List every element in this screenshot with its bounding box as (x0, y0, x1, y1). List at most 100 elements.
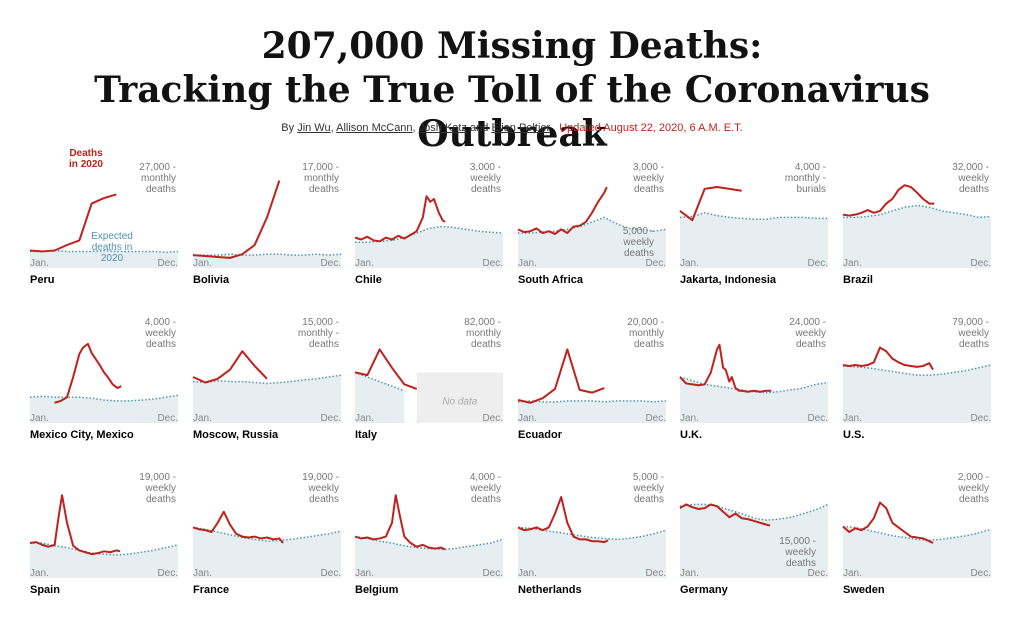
chart-panel: 4,000 - weekly deaths Jan. Dec. Mexico City, … (29, 313, 179, 443)
scale-label: deaths (959, 184, 989, 195)
scale-label: weekly (622, 237, 654, 248)
scale-label: monthly (466, 328, 501, 339)
scale-label: 15,000 - (302, 317, 339, 328)
expected-area (30, 395, 178, 423)
deaths-2020-annotation: Deaths (69, 148, 103, 159)
author-link[interactable]: Jin Wu (297, 122, 331, 134)
byline-separator: , (330, 122, 334, 134)
byline-separator: and (470, 122, 489, 134)
expected-area (355, 226, 503, 268)
axis-end-label: Dec. (320, 413, 341, 424)
scale-label: deaths (634, 184, 664, 195)
expected-line (192, 374, 342, 385)
axis-end-label: Dec. (807, 568, 828, 579)
chart-title: Sweden (843, 584, 885, 596)
scale-label: 3,000 - (470, 162, 501, 173)
page-title: 207,000 Missing Deaths: Tracking the Tru… (0, 24, 1024, 156)
scale-label: weekly (957, 483, 989, 494)
expected-area (355, 536, 503, 578)
expected-area (680, 377, 828, 423)
axis-end-label: Dec. (157, 258, 178, 269)
scale-label: deaths (471, 184, 501, 195)
axis-start-label: Jan. (193, 413, 212, 424)
scale-label: monthly - (298, 328, 339, 339)
deaths-2020-line (842, 501, 934, 544)
axis-end-label: Dec. (645, 568, 666, 579)
axis-start-label: Jan. (30, 568, 49, 579)
scale-label: 5,000 - (633, 472, 664, 483)
scale-label: 15,000 - (779, 536, 816, 547)
scale-label: 4,000 - (470, 472, 501, 483)
chart-panel: No data 82,000 - monthly deaths Jan. Dec. Ital… (354, 313, 503, 443)
scale-label: weekly (957, 328, 989, 339)
axis-start-label: Jan. (843, 258, 862, 269)
expected-line (843, 204, 992, 219)
chart-panel: 20,000 - monthly deaths Jan. Dec. Ecuador (517, 313, 667, 443)
chart-title: Brazil (843, 274, 873, 286)
scale-label: deaths (146, 339, 176, 350)
expected-area (193, 527, 341, 578)
axis-start-label: Jan. (193, 258, 212, 269)
scale-label: 32,000 - (952, 162, 989, 173)
chart-title: France (193, 584, 230, 596)
scale-label: deaths (786, 558, 816, 569)
scale-label: weekly (307, 483, 339, 494)
byline-prefix: By (281, 122, 295, 134)
author-link[interactable]: Allison McCann (336, 122, 413, 134)
chart-title: Germany (680, 584, 728, 596)
scale-label: weekly (144, 483, 176, 494)
scale-label: 79,000 - (952, 317, 989, 328)
expected-line (679, 212, 828, 220)
scale-label: 19,000 - (302, 472, 339, 483)
scale-label: deaths (146, 494, 176, 505)
chart-title: Bolivia (193, 274, 230, 286)
chart-panel: 4,000 - monthly - burials Jan. Dec. Jakarta, … (679, 158, 828, 288)
chart-panel: 3,000 - weekly deaths 5,000 - weekly deaths Ja… (517, 158, 667, 288)
scale-label: deaths (624, 248, 654, 259)
chart-title: U.S. (843, 429, 865, 441)
expected-deaths-annotation: Expected (91, 231, 133, 242)
author-link[interactable]: Josh Katz (418, 122, 467, 134)
chart-title: Jakarta, Indonesia (680, 274, 776, 286)
axis-start-label: Jan. (518, 568, 537, 579)
chart-title: Netherlands (518, 584, 582, 596)
axis-start-label: Jan. (355, 258, 374, 269)
axis-start-label: Jan. (30, 413, 49, 424)
chart-panel: 4,000 - weekly deaths Jan. Dec. Belgium (354, 468, 504, 598)
deaths-2020-line (192, 350, 268, 384)
chart-panel: 79,000 - weekly deaths Jan. Dec. U.S. (842, 313, 992, 443)
expected-area (518, 217, 666, 268)
expected-area (30, 250, 178, 268)
chart-panel: 19,000 - weekly deaths Jan. Dec. France (192, 468, 342, 598)
deaths-2020-line (354, 195, 446, 243)
chart-title: Mexico City, Mexico (30, 429, 134, 441)
deaths-2020-annotation: in 2020 (69, 159, 103, 170)
chart-panel: 24,000 - weekly deaths Jan. Dec. U.K. (679, 313, 829, 443)
no-data-region (416, 372, 503, 423)
axis-end-label: Dec. (645, 413, 666, 424)
axis-end-label: Dec. (157, 568, 178, 579)
axis-start-label: Jan. (843, 568, 862, 579)
expected-area (518, 527, 666, 578)
title-line-2: Tracking the True Toll of the Coronaviru… (94, 69, 930, 155)
deaths-2020-line (517, 186, 608, 235)
expected-area (680, 212, 828, 268)
chart-title: Italy (355, 429, 378, 441)
scale-label: deaths (959, 494, 989, 505)
axis-end-label: Dec. (320, 258, 341, 269)
chart-title: Chile (355, 274, 382, 286)
expected-line (29, 394, 179, 402)
scale-label: deaths (309, 339, 339, 350)
author-link[interactable]: Elian Peltier (491, 122, 551, 134)
axis-start-label: Jan. (355, 413, 374, 424)
scale-label: deaths (471, 494, 501, 505)
scale-label: 27,000 - (139, 162, 176, 173)
chart-panel: 19,000 - weekly deaths Jan. Dec. Spain (29, 468, 179, 598)
chart-svg: 4,000 -monthly -burials Jan. Dec. (679, 162, 828, 269)
expected-area (30, 543, 178, 578)
